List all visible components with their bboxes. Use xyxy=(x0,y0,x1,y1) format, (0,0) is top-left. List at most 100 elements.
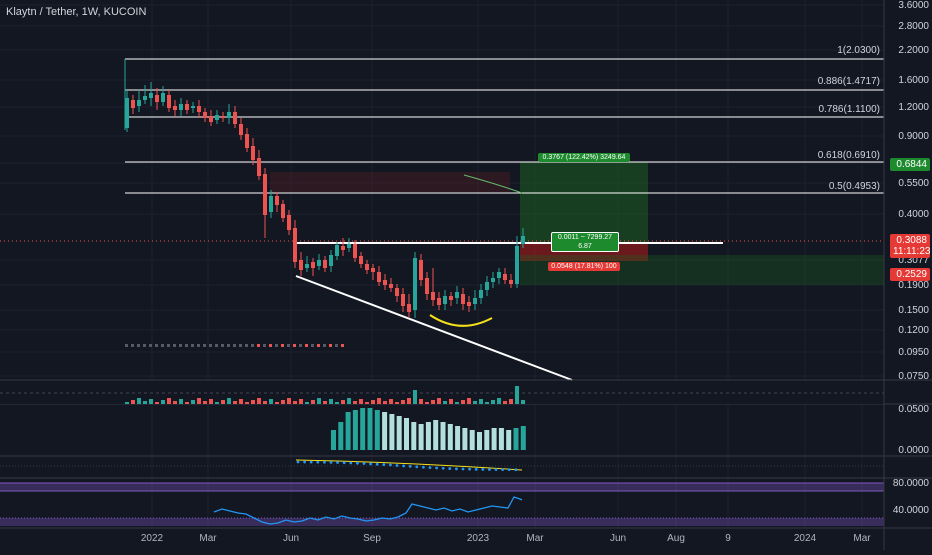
histogram-bar xyxy=(440,422,446,450)
dot-marker xyxy=(161,344,164,347)
volume-bar xyxy=(131,400,135,404)
signal-dot xyxy=(461,467,465,471)
candle xyxy=(293,220,297,268)
fib-label-1: 1(2.0300) xyxy=(837,45,880,56)
dot-marker xyxy=(281,344,284,347)
volume-bar xyxy=(395,402,399,404)
candle xyxy=(407,294,411,318)
moving-average xyxy=(463,174,523,194)
candle xyxy=(479,284,483,304)
candle xyxy=(149,82,153,106)
signal-dot xyxy=(375,462,379,466)
dot-marker xyxy=(203,344,206,347)
signal-dot xyxy=(389,463,392,467)
signal-dot xyxy=(501,468,504,471)
entry-label[interactable]: 0.0011 ~ 7299.27 6.87 xyxy=(551,232,619,252)
volume-bar xyxy=(191,400,195,404)
target-zone[interactable] xyxy=(520,162,648,242)
candle xyxy=(269,190,273,218)
price-label: 1.6000 xyxy=(898,75,929,86)
price-label: 0.1200 xyxy=(898,325,929,336)
candle xyxy=(281,200,285,222)
signal-dot xyxy=(336,461,339,464)
candle xyxy=(461,288,465,310)
candle xyxy=(329,250,333,272)
volume-bar xyxy=(239,399,243,404)
time-label: 2022 xyxy=(140,533,164,544)
volume-bar xyxy=(245,402,249,404)
candle xyxy=(497,268,501,284)
dot-marker xyxy=(149,344,152,347)
dot-marker xyxy=(251,344,254,347)
signal-dot xyxy=(481,468,485,471)
dot-marker xyxy=(341,344,344,347)
candle xyxy=(509,274,513,288)
candle xyxy=(299,252,303,276)
volume-bar xyxy=(443,401,447,404)
dot-marker xyxy=(227,344,230,347)
histogram-bar xyxy=(433,420,439,450)
candle xyxy=(503,268,507,284)
volume-bar xyxy=(203,401,207,404)
signal-dot xyxy=(362,462,366,465)
dot-marker xyxy=(269,344,272,347)
histogram-bar xyxy=(462,428,468,450)
rsi-line xyxy=(213,496,523,525)
dot-marker xyxy=(125,344,128,347)
time-label: Mar xyxy=(853,533,871,544)
candle xyxy=(239,118,243,140)
candle xyxy=(335,242,339,260)
price-label: 0.0750 xyxy=(898,371,929,382)
candle xyxy=(185,100,189,114)
histogram-bar xyxy=(389,414,395,450)
target-label: 0.3767 (122.42%) 3249.64 xyxy=(538,153,630,162)
volume-bar xyxy=(323,401,327,404)
candle xyxy=(455,286,459,304)
dot-marker xyxy=(233,344,236,347)
stop-label: 0.0548 (17.81%) 100 xyxy=(548,262,620,271)
dot-marker xyxy=(137,344,140,347)
trend-line[interactable] xyxy=(295,275,573,381)
dot-marker xyxy=(323,344,326,347)
histogram-bar xyxy=(367,408,373,450)
candle xyxy=(203,108,207,122)
signal-dot xyxy=(402,464,405,468)
candle xyxy=(131,95,135,114)
dot-marker xyxy=(197,344,200,347)
signal-dot xyxy=(408,464,412,468)
volume-axis-label-2: 0.0000 xyxy=(898,445,929,456)
volume-bar xyxy=(491,400,495,404)
candle xyxy=(143,85,147,104)
entry-label-line1: 0.0011 ~ 7299.27 xyxy=(557,234,613,241)
volume-bar xyxy=(305,402,309,404)
fib-label-0786: 0.786(1.1100) xyxy=(818,104,880,115)
dot-marker xyxy=(221,344,224,347)
candle xyxy=(449,292,453,306)
histogram-bar xyxy=(352,410,358,450)
rsi-axis-label-1: 80.0000 xyxy=(892,478,929,489)
volume-bar xyxy=(473,401,477,404)
signal-dot xyxy=(369,462,372,466)
signal-dot xyxy=(323,460,326,464)
volume-bar xyxy=(137,398,141,404)
candle xyxy=(137,90,141,112)
candle xyxy=(227,104,231,124)
volume-bar xyxy=(251,400,255,404)
volume-bar xyxy=(209,399,213,404)
dot-marker xyxy=(245,344,248,347)
volume-bar xyxy=(227,398,231,404)
volume-bar xyxy=(401,400,405,404)
candle xyxy=(467,296,471,312)
candle xyxy=(323,256,327,272)
signal-dot xyxy=(428,466,432,470)
rounded-bottom-curve[interactable] xyxy=(429,314,493,327)
dot-marker xyxy=(167,344,170,347)
histogram-bar xyxy=(396,416,402,450)
signal-dot xyxy=(303,460,306,464)
dot-marker xyxy=(191,344,194,347)
candle xyxy=(395,284,399,302)
dot-marker xyxy=(275,344,278,347)
fib-label-0886: 0.886(1.4717) xyxy=(817,76,880,87)
